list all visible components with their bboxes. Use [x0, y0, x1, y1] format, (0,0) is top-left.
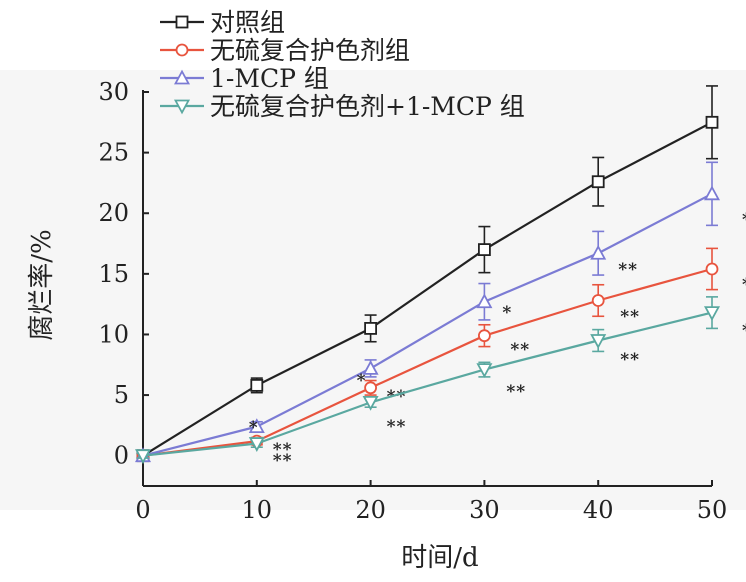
x-tick-label: 40 [583, 496, 614, 524]
significance-label: * [357, 371, 367, 391]
y-axis-title: 腐烂率/% [27, 229, 57, 340]
significance-label: * [249, 418, 259, 438]
y-tick-label: 5 [114, 381, 129, 409]
significance-label: ** [742, 210, 746, 230]
significance-label: ** [620, 307, 640, 327]
significance-label: ** [510, 340, 530, 360]
y-tick-label: 30 [98, 78, 129, 106]
x-tick-label: 30 [469, 496, 500, 524]
data-point [593, 295, 604, 306]
x-axis-title: 时间/d [401, 543, 478, 573]
data-point [707, 117, 718, 128]
x-tick-label: 50 [697, 496, 728, 524]
significance-label: * [502, 303, 512, 323]
significance-label: ** [742, 321, 746, 341]
x-tick-label: 0 [135, 496, 150, 524]
data-point [365, 382, 376, 393]
significance-label: ** [742, 275, 746, 295]
legend-marker [177, 45, 188, 56]
x-tick-label: 20 [355, 496, 386, 524]
significance-label: ** [273, 451, 293, 471]
legend-marker [177, 17, 188, 28]
y-tick-label: 25 [98, 139, 129, 167]
legend-label: 对照组 [210, 8, 285, 37]
legend-label: 1-MCP 组 [210, 64, 329, 93]
data-point [365, 323, 376, 334]
significance-label: ** [387, 417, 407, 437]
data-point [479, 330, 490, 341]
legend-item-4: 无硫复合护色剂+1-MCP 组 [160, 92, 525, 121]
significance-label: ** [506, 382, 526, 402]
data-point [593, 176, 604, 187]
y-tick-label: 20 [98, 199, 129, 227]
y-tick-label: 0 [114, 442, 129, 470]
significance-label: ** [618, 260, 638, 280]
data-point [479, 244, 490, 255]
y-tick-label: 10 [98, 320, 129, 348]
data-point [251, 380, 262, 391]
legend-label: 无硫复合护色剂+1-MCP 组 [210, 92, 525, 121]
data-point [707, 263, 718, 274]
y-tick-label: 15 [98, 260, 129, 288]
significance-label: ** [620, 350, 640, 370]
legend-label: 无硫复合护色剂组 [210, 36, 410, 65]
x-tick-label: 10 [242, 496, 273, 524]
